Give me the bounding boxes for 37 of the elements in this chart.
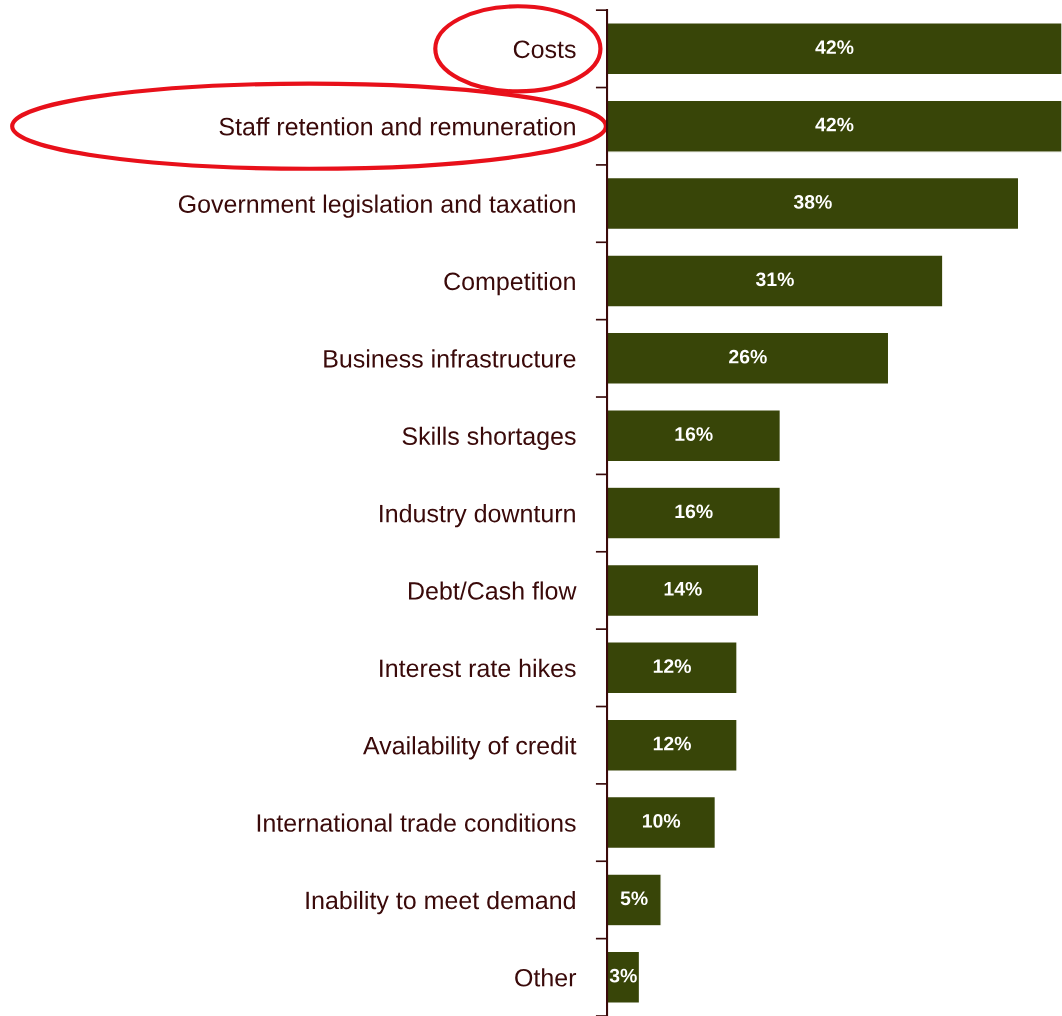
y-tick-label: Interest rate hikes <box>380 658 576 678</box>
y-tick-label: Staff retention and remuneration <box>219 117 575 136</box>
data-label: 10% <box>642 814 681 828</box>
bar <box>607 563 760 618</box>
y-tick-label: Industry downturn <box>380 504 575 528</box>
data-label: 12% <box>653 736 691 751</box>
data-label: 5% <box>620 891 648 906</box>
data-label: 38% <box>793 195 832 209</box>
y-tick-label: Other <box>515 968 577 987</box>
data-label: 42% <box>815 117 854 132</box>
y-tick-label: Competition <box>444 271 575 296</box>
bar <box>607 331 890 385</box>
data-label: 16% <box>675 504 713 519</box>
data-label: 26% <box>729 349 767 364</box>
y-tick-label: Availability of credit <box>363 736 577 760</box>
bar <box>607 873 662 927</box>
y-tick-label: Skills shortages <box>402 426 576 450</box>
data-label: 14% <box>664 581 702 596</box>
y-tick-label: Inability to meet demand <box>306 890 575 915</box>
data-label: 3% <box>609 968 637 983</box>
data-label: 31% <box>755 272 794 287</box>
y-tick-label: Debt/Cash flow <box>409 581 577 600</box>
y-tick-label: Government legislation and taxation <box>178 194 575 218</box>
y-tick-label: International trade conditions <box>257 813 576 832</box>
y-tick-label: Business infrastructure <box>324 349 576 368</box>
data-label: 12% <box>653 659 691 673</box>
y-tick-label: Costs <box>513 40 576 59</box>
bar <box>607 176 1020 231</box>
bar <box>607 22 1062 76</box>
bar <box>607 409 782 463</box>
data-label: 42% <box>815 40 854 55</box>
bar <box>607 254 944 308</box>
bar <box>607 795 717 850</box>
bar <box>607 718 738 772</box>
bar <box>607 641 738 695</box>
bar <box>607 486 782 540</box>
data-label: 16% <box>675 427 713 441</box>
